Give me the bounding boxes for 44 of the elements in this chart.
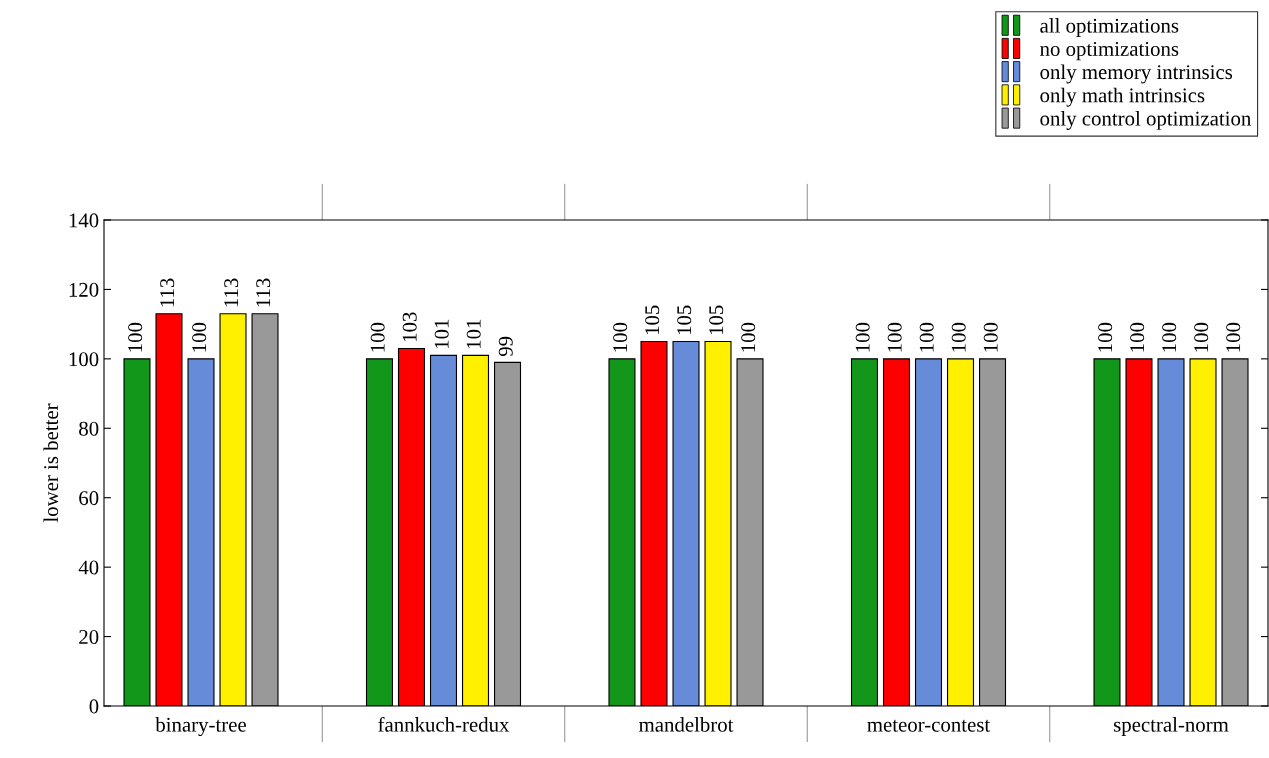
data-label: 100 — [919, 322, 934, 352]
data-label: 113 — [256, 278, 271, 307]
data-label: 100 — [370, 322, 385, 352]
data-label: 99 — [498, 336, 513, 357]
data-label: 100 — [741, 322, 756, 352]
data-label: 105 — [677, 305, 692, 335]
data-label: 105 — [709, 305, 724, 335]
legend-label: all optimizations — [1040, 18, 1179, 37]
x-tick-label: mandelbrot — [639, 717, 734, 732]
data-label: 100 — [192, 322, 207, 352]
x-tick-label: spectral-norm — [1114, 717, 1229, 736]
y-axis-title: lower is better — [43, 403, 59, 523]
y-tick-label: 60 — [79, 491, 99, 506]
x-tick-label: binary-tree — [155, 717, 246, 737]
data-label: 101 — [466, 319, 481, 348]
y-tick-label: 140 — [69, 213, 99, 228]
data-label: 100 — [951, 322, 966, 352]
y-tick-label: 80 — [79, 421, 99, 436]
data-label: 100 — [855, 322, 870, 352]
y-tick-label: 20 — [79, 629, 99, 644]
data-label: 101 — [434, 319, 449, 348]
data-label: 113 — [160, 278, 175, 307]
data-label: 100 — [128, 322, 143, 352]
legend-label: only math intrinsics — [1040, 87, 1205, 107]
y-tick-label: 0 — [89, 699, 99, 714]
x-tick-label: meteor-contest — [867, 719, 991, 732]
data-label: 100 — [1098, 322, 1113, 352]
data-label: 100 — [1194, 322, 1209, 352]
data-label: 100 — [1226, 322, 1241, 352]
data-label: 100 — [613, 322, 628, 352]
legend-label: no optimizations — [1040, 41, 1179, 61]
data-label: 103 — [402, 312, 417, 342]
legend-label: only memory intrinsics — [1040, 64, 1233, 84]
data-label: 100 — [887, 322, 902, 352]
data-label: 100 — [1162, 322, 1177, 352]
data-label: 100 — [983, 322, 998, 352]
y-tick-label: 120 — [69, 282, 99, 297]
y-tick-label: 100 — [69, 352, 99, 367]
x-tick-label: fannkuch-redux — [378, 716, 510, 732]
y-tick-label: 40 — [78, 560, 99, 575]
data-label: 100 — [1130, 322, 1145, 352]
legend-label: only control optimization — [1040, 110, 1252, 130]
data-label: 105 — [645, 305, 660, 335]
data-label: 113 — [224, 278, 239, 307]
